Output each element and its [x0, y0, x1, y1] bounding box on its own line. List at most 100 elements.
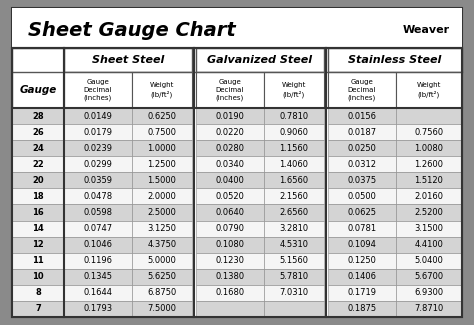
- Text: Gauge: Gauge: [19, 85, 56, 95]
- Bar: [328, 172, 396, 188]
- Bar: [64, 204, 132, 221]
- Text: 1.2600: 1.2600: [414, 160, 444, 169]
- Text: 0.1719: 0.1719: [347, 288, 376, 297]
- Bar: [264, 108, 324, 124]
- Text: 2.1560: 2.1560: [280, 192, 309, 201]
- Text: 5.6700: 5.6700: [414, 272, 444, 281]
- Text: 0.1080: 0.1080: [216, 240, 245, 249]
- Text: 0.0149: 0.0149: [83, 111, 112, 121]
- Bar: [328, 269, 396, 285]
- Text: 0.7560: 0.7560: [414, 128, 444, 136]
- Text: 0.0187: 0.0187: [347, 128, 376, 136]
- Text: 0.6250: 0.6250: [147, 111, 176, 121]
- Bar: [132, 285, 192, 301]
- Text: 3.1500: 3.1500: [414, 224, 444, 233]
- Bar: [196, 156, 264, 172]
- Bar: [328, 204, 396, 221]
- Text: 1.2500: 1.2500: [147, 160, 176, 169]
- Text: 1.5000: 1.5000: [147, 176, 176, 185]
- Text: 0.0280: 0.0280: [216, 144, 245, 153]
- Bar: [396, 172, 462, 188]
- Bar: [196, 285, 264, 301]
- Bar: [396, 124, 462, 140]
- Text: 0.0478: 0.0478: [83, 192, 112, 201]
- Text: 3.1250: 3.1250: [147, 224, 176, 233]
- Text: 7.8710: 7.8710: [414, 305, 444, 313]
- Text: 24: 24: [32, 144, 44, 153]
- Text: 0.0190: 0.0190: [216, 111, 245, 121]
- Text: 0.7500: 0.7500: [147, 128, 176, 136]
- Bar: [12, 48, 64, 108]
- Bar: [12, 48, 462, 317]
- Bar: [132, 204, 192, 221]
- Text: 0.0520: 0.0520: [216, 192, 245, 201]
- Text: Gauge
Decimal
(inches): Gauge Decimal (inches): [348, 79, 376, 101]
- Bar: [196, 108, 264, 124]
- Bar: [64, 156, 132, 172]
- Bar: [396, 221, 462, 237]
- Text: 12: 12: [32, 240, 44, 249]
- Text: 0.1793: 0.1793: [83, 305, 112, 313]
- Bar: [328, 221, 396, 237]
- Text: 0.0598: 0.0598: [83, 208, 112, 217]
- Text: 6.9300: 6.9300: [414, 288, 444, 297]
- Bar: [132, 108, 192, 124]
- Bar: [196, 237, 264, 253]
- Bar: [264, 204, 324, 221]
- Text: 0.7810: 0.7810: [280, 111, 309, 121]
- Bar: [396, 237, 462, 253]
- Text: Sheet Steel: Sheet Steel: [92, 55, 164, 65]
- Bar: [396, 140, 462, 156]
- Text: 2.6560: 2.6560: [280, 208, 309, 217]
- Bar: [64, 301, 132, 317]
- Bar: [132, 172, 192, 188]
- Bar: [132, 301, 192, 317]
- Bar: [396, 108, 462, 124]
- Bar: [264, 221, 324, 237]
- Text: 0.0299: 0.0299: [83, 160, 112, 169]
- Text: 0.1094: 0.1094: [347, 240, 376, 249]
- Text: 10: 10: [32, 272, 44, 281]
- Bar: [12, 301, 64, 317]
- Bar: [132, 156, 192, 172]
- Text: 6.8750: 6.8750: [147, 288, 177, 297]
- Bar: [196, 221, 264, 237]
- Bar: [328, 301, 396, 317]
- Bar: [196, 48, 324, 72]
- Bar: [396, 188, 462, 204]
- Text: 0.9060: 0.9060: [280, 128, 309, 136]
- Bar: [132, 140, 192, 156]
- Bar: [396, 72, 462, 108]
- Bar: [264, 301, 324, 317]
- Text: Gauge
Decimal
(inches): Gauge Decimal (inches): [216, 79, 244, 101]
- Text: Galvanized Steel: Galvanized Steel: [208, 55, 312, 65]
- Bar: [396, 269, 462, 285]
- Bar: [12, 172, 64, 188]
- Text: 0.1196: 0.1196: [83, 256, 112, 265]
- Text: 3.2810: 3.2810: [280, 224, 309, 233]
- Text: 0.0781: 0.0781: [347, 224, 376, 233]
- Bar: [12, 285, 64, 301]
- Bar: [264, 285, 324, 301]
- Text: 5.0400: 5.0400: [415, 256, 444, 265]
- Bar: [132, 237, 192, 253]
- Text: 2.5200: 2.5200: [415, 208, 444, 217]
- Text: 5.1560: 5.1560: [280, 256, 309, 265]
- Text: 0.1250: 0.1250: [347, 256, 376, 265]
- Text: 4.4100: 4.4100: [415, 240, 444, 249]
- Bar: [12, 140, 64, 156]
- Text: 18: 18: [32, 192, 44, 201]
- Bar: [64, 72, 132, 108]
- Bar: [196, 269, 264, 285]
- Bar: [264, 72, 324, 108]
- Bar: [396, 204, 462, 221]
- Text: 2.0000: 2.0000: [147, 192, 176, 201]
- Bar: [396, 253, 462, 269]
- Text: 0.0747: 0.0747: [83, 224, 112, 233]
- Text: 0.0156: 0.0156: [347, 111, 376, 121]
- Bar: [12, 253, 64, 269]
- Text: 0.0625: 0.0625: [347, 208, 376, 217]
- Bar: [12, 204, 64, 221]
- Text: 0.0239: 0.0239: [83, 144, 112, 153]
- Bar: [64, 285, 132, 301]
